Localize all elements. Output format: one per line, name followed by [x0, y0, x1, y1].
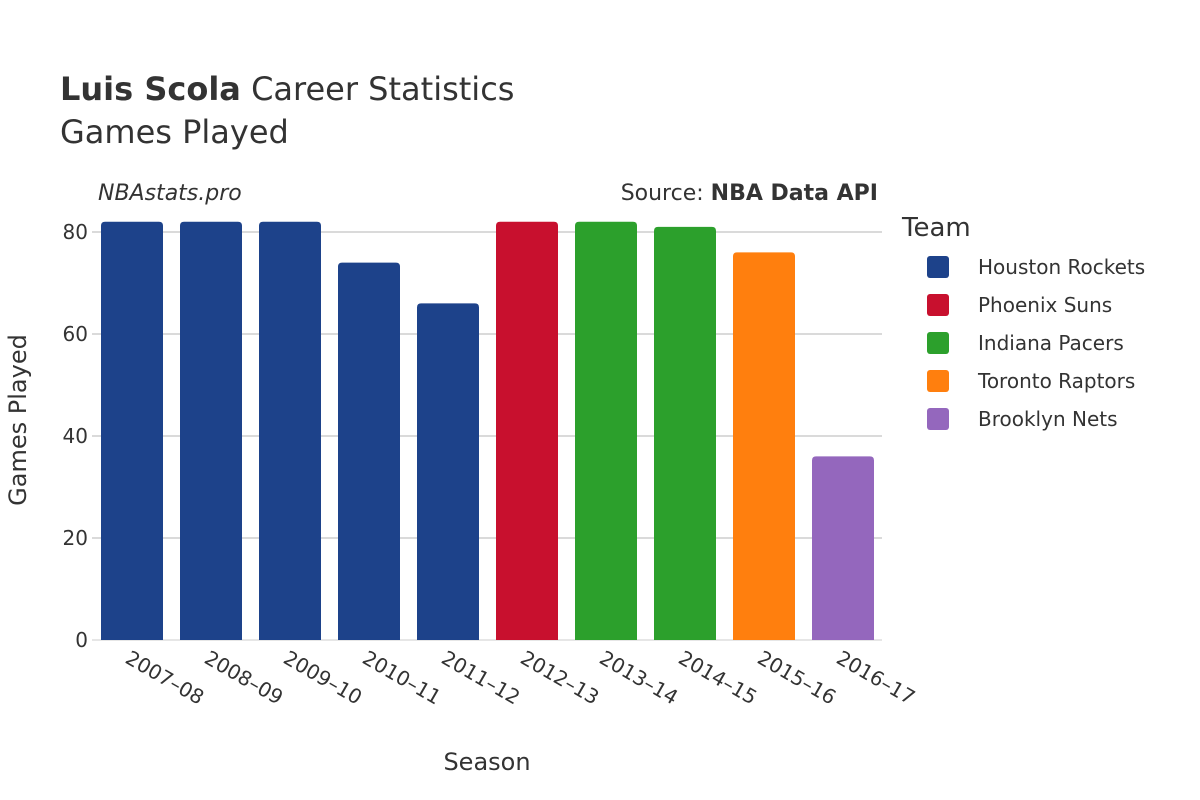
- legend-item-label: Indiana Pacers: [978, 331, 1124, 355]
- x-tick-label: 2007–08: [122, 646, 209, 710]
- bar-2012–13[interactable]: [496, 221, 558, 641]
- y-tick-label: 20: [63, 526, 88, 550]
- y-tick-label: 60: [63, 322, 88, 346]
- bar-2011–12[interactable]: [417, 303, 479, 640]
- x-tick-label: 2013–14: [596, 646, 683, 710]
- legend-swatch: [927, 332, 949, 354]
- legend-item-label: Brooklyn Nets: [978, 407, 1118, 431]
- bar-2015–16[interactable]: [733, 252, 795, 640]
- x-axis-ticks: 2007–082008–092009–102010–112011–122012–…: [122, 646, 920, 710]
- legend-swatch: [927, 256, 949, 278]
- title-rest: Career Statistics: [241, 70, 515, 108]
- bar-2010–11[interactable]: [338, 262, 400, 640]
- source-name: NBA Data API: [711, 181, 878, 206]
- legend-title: Team: [901, 213, 971, 243]
- x-tick-label: 2009–10: [280, 646, 367, 710]
- x-tick-label: 2008–09: [201, 646, 288, 710]
- x-tick-label: 2015–16: [754, 646, 841, 710]
- bar-2007–08[interactable]: [101, 221, 163, 641]
- x-tick-label: 2012–13: [517, 646, 604, 710]
- legend-swatch: [927, 294, 949, 316]
- y-axis-title: Games Played: [4, 334, 32, 506]
- x-axis-title: Season: [443, 748, 530, 776]
- bars: [101, 221, 874, 641]
- legend-item-label: Houston Rockets: [978, 255, 1145, 279]
- watermark-text: NBAstats.pro: [98, 181, 242, 206]
- chart-title: Luis Scola Career Statistics: [60, 70, 514, 108]
- bar-2014–15[interactable]: [654, 226, 716, 640]
- x-tick-label: 2011–12: [438, 646, 525, 710]
- x-tick-label: 2014–15: [675, 646, 762, 710]
- source-text: Source: NBA Data API: [621, 181, 878, 206]
- legend-item-label: Toronto Raptors: [977, 369, 1135, 393]
- bar-2016–17[interactable]: [812, 456, 874, 640]
- y-tick-label: 0: [75, 628, 88, 652]
- chart-subtitle: Games Played: [60, 113, 289, 151]
- bar-2013–14[interactable]: [575, 221, 637, 641]
- legend-swatch: [927, 408, 949, 430]
- bar-2008–09[interactable]: [180, 221, 242, 641]
- title-player-name: Luis Scola: [60, 70, 241, 108]
- y-tick-label: 40: [63, 424, 88, 448]
- x-tick-label: 2010–11: [359, 646, 446, 710]
- x-tick-label: 2016–17: [833, 646, 920, 710]
- y-tick-label: 80: [63, 220, 88, 244]
- legend-item-label: Phoenix Suns: [978, 293, 1112, 317]
- legend: Houston Rockets Phoenix Suns Indiana Pacer…: [927, 255, 1145, 431]
- y-axis-ticks: 0 20 40 60 80: [63, 220, 88, 652]
- legend-swatch: [927, 370, 949, 392]
- bar-2009–10[interactable]: [259, 221, 321, 641]
- source-prefix: Source:: [621, 181, 711, 206]
